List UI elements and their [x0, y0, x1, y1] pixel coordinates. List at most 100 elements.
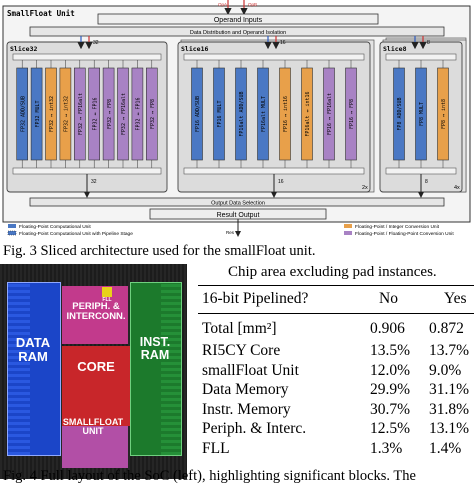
row-label: Periph. & Interc. — [202, 420, 307, 437]
unit-label: FP8 ↔ int8 — [441, 99, 447, 129]
legend-label-fp-conv: Floating-Point / Floating-Point Conversi… — [355, 231, 454, 237]
unit-label: FP16alt ↔ int16 — [305, 91, 311, 136]
legend: Floating-Point Computational Unit Floati… — [7, 224, 454, 237]
legend-swatch-int-conv — [344, 224, 352, 228]
row-yes: 9.0% — [429, 361, 462, 379]
slice-name: Slice8 — [383, 45, 407, 53]
unit-label: FP32 ↔ FP16alt — [121, 93, 127, 135]
slice-output-width: 32 — [91, 179, 97, 185]
unit-label: FP32 ADD/SUB — [20, 96, 26, 132]
row-no: 13.5% — [370, 342, 411, 359]
slice-width-label: 16 — [280, 40, 286, 46]
unit-label: FP16 ↔ FP8 — [349, 99, 355, 129]
total-no: 0.906 — [370, 320, 405, 337]
output-selection-bar — [29, 197, 445, 207]
row-label: Data Memory — [202, 381, 289, 398]
unit-label: FP16 ADD/SUB — [195, 96, 201, 132]
table-rule-top — [198, 285, 474, 287]
unit-label: SmallFloat Unit — [7, 9, 75, 18]
legend-swatch-pipeline — [7, 230, 17, 236]
slice-output-bar — [12, 167, 162, 175]
data-ram-label: DATA RAM — [15, 335, 51, 364]
row-label: Instr. Memory — [202, 400, 291, 418]
slice-distribution-bar — [385, 53, 457, 61]
table-row: smallFloat Unit 12.0% 9.0% — [198, 362, 474, 383]
res-label: Res — [226, 230, 235, 235]
unit-label: FP32 ↔ FP16 — [92, 97, 98, 130]
legend-label-int-conv: Floating-Point / Integer Conversion Unit — [355, 224, 440, 230]
total-yes: 0.872 — [429, 320, 464, 337]
slice-replication-label: 4x — [454, 185, 460, 191]
row-no: 12.0% — [370, 361, 411, 379]
unit-label: FP32 ↔ int32 — [49, 96, 55, 132]
unit-label: FP16 ↔ FP16alt — [327, 93, 333, 135]
slice-distribution-bar — [183, 53, 365, 61]
row-yes: 31.8% — [429, 400, 470, 418]
unit-label: FP8 ADD/SUB — [397, 97, 403, 130]
table-row: RI5CY Core 13.5% 13.7% — [198, 342, 474, 363]
slice-name: Slice32 — [10, 45, 37, 53]
table-row: Instr. Memory 30.7% 31.8% — [198, 401, 474, 422]
legend-label-pipeline: Floating-Point Computational Unit with P… — [19, 231, 133, 237]
slice-width-label: 8 — [427, 40, 430, 46]
output-selection-label: Output Data Selection — [211, 201, 265, 207]
unit-label: FP32 ↔ FP8 — [150, 99, 156, 129]
row-yes: 13.1% — [429, 420, 470, 437]
header-yes: Yes — [444, 290, 467, 307]
row-yes: 31.1% — [429, 381, 470, 398]
periph-block — [62, 286, 128, 344]
row-label: FLL — [202, 439, 230, 457]
row-label: smallFloat Unit — [202, 361, 299, 379]
operand-inputs-bar — [97, 13, 379, 25]
slice-output-width: 8 — [425, 179, 428, 185]
row-label: RI5CY Core — [202, 342, 281, 359]
table-row: FLL 1.3% 1.4% — [198, 440, 474, 461]
unit-label: FP16 ↔ int16 — [283, 96, 289, 132]
row-no: 1.3% — [370, 439, 403, 457]
result-output-label: Result Output — [217, 212, 260, 219]
core-label: CORE — [77, 359, 115, 374]
operand-inputs-label: Operand Inputs — [214, 17, 263, 24]
slice-output-width: 16 — [278, 179, 284, 185]
smallfloat-block — [62, 426, 128, 468]
unit-label: FP8 MULT — [419, 102, 425, 126]
slice-output-bar — [385, 167, 457, 175]
unit-label: FP32 ↔ FP16alt — [78, 93, 84, 135]
legend-swatch-fp-conv — [344, 231, 352, 235]
slice-name: Slice16 — [181, 45, 208, 53]
periph-label: PERIPH. & INTERCONN. — [66, 301, 126, 322]
data-ram-block — [7, 282, 61, 456]
chip-layout: DATA RAM PERIPH. & INTERCONN. CORE SMALL… — [0, 264, 187, 479]
op-label-b: OpB — [248, 2, 257, 7]
table-row: Data Memory 29.9% 31.1% — [198, 381, 474, 402]
distribution-bar — [29, 26, 445, 37]
instr-ram-block — [130, 282, 182, 456]
smallfloat-label: SMALLFLOAT UNIT — [62, 417, 124, 437]
row-yes: 1.4% — [429, 439, 462, 457]
legend-swatch-computational — [8, 224, 16, 228]
row-no: 30.7% — [370, 400, 411, 418]
total-label: Total [mm²] — [202, 320, 277, 337]
table-total-row: Total [mm²] 0.906 0.872 — [198, 320, 474, 341]
header-no: No — [379, 290, 398, 307]
op-label-a: OpA — [218, 2, 227, 7]
unit-label: FP32 MULT — [35, 100, 41, 127]
slice-width-label: 32 — [93, 40, 99, 46]
slice-replication-label: 2x — [362, 185, 368, 191]
unit-label: FP16 MULT — [217, 100, 223, 127]
fll-label: FLL — [102, 297, 112, 303]
legend-label-computational: Floating-Point Computational Unit — [19, 224, 91, 230]
row-yes: 13.7% — [429, 342, 470, 359]
instr-ram-label: INST. RAM — [139, 335, 171, 363]
sliced-architecture-diagram: SmallFloat Unit OpA OpB Operand Inputs D… — [2, 0, 471, 237]
unit-label: FP32 ↔ FP16 — [136, 97, 142, 130]
header-label: 16-bit Pipelined? — [202, 290, 309, 307]
fll-block — [102, 287, 112, 297]
unit-label: FP32 ↔ FP8 — [107, 99, 113, 129]
unit-label: FP16alt ADD/SUB — [239, 91, 245, 136]
unit-label: FP16alt MULT — [261, 96, 267, 132]
row-no: 29.9% — [370, 381, 411, 398]
slice-distribution-bar — [12, 53, 162, 61]
table-row: Periph. & Interc. 12.5% 13.1% — [198, 420, 474, 441]
table-caption: Chip area excluding pad instances. — [228, 264, 437, 280]
